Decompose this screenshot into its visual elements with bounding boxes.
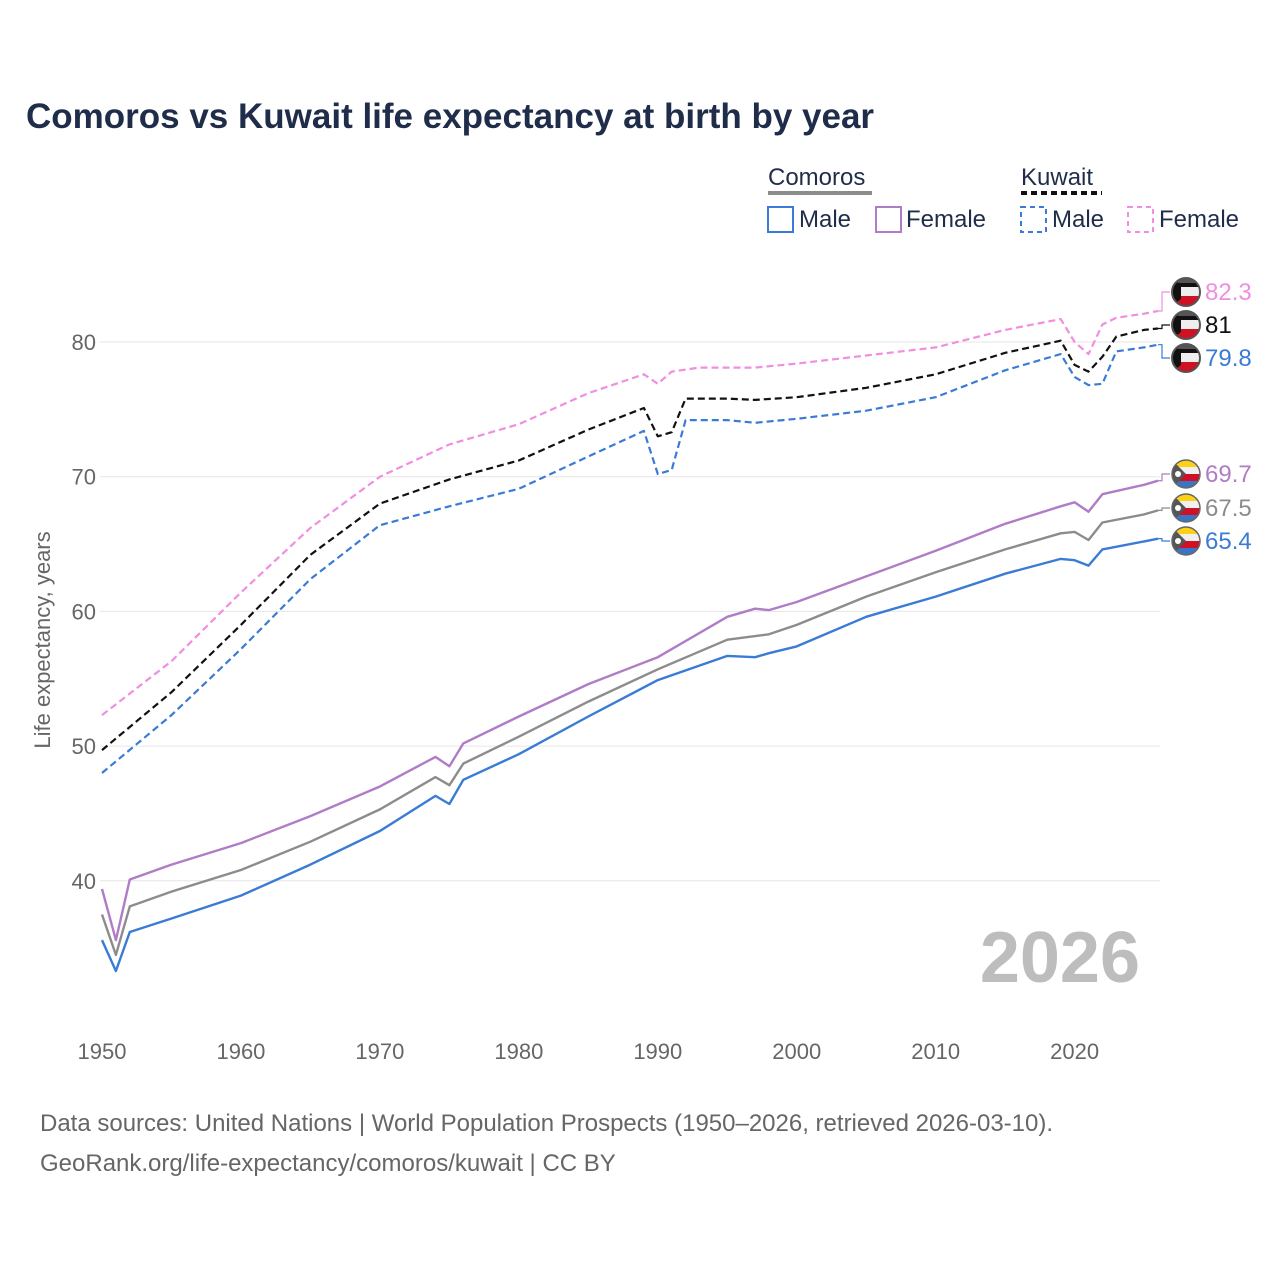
- y-tick-label: 80: [72, 330, 96, 355]
- legend-kuwait-female-label: Female: [1159, 206, 1239, 233]
- comoros-flag-icon: [1171, 526, 1201, 556]
- legend-comoros-female-label: Female: [906, 206, 986, 233]
- x-tick-label: 2000: [772, 1039, 821, 1064]
- x-tick-label: 1980: [494, 1039, 543, 1064]
- x-tick-label: 1950: [78, 1039, 127, 1064]
- legend-group-kuwait: Kuwait: [1021, 164, 1093, 191]
- end-label-kuwait-total: 81: [1205, 312, 1232, 339]
- series-line-kuwait-male: [101, 343, 1159, 774]
- connector-kuwait-total: [1158, 324, 1170, 330]
- legend: Comoros Male Female Kuwait Male Female: [767, 164, 1239, 233]
- y-tick-label: 70: [72, 465, 96, 490]
- series-lines: [100, 309, 1159, 973]
- kuwait-flag-icon: [1171, 310, 1201, 340]
- kuwait-flag-icon: [1171, 343, 1201, 373]
- connector-comoros-total: [1158, 507, 1170, 511]
- y-tick-label: 60: [72, 599, 96, 624]
- chart-title: Comoros vs Kuwait life expectancy at bir…: [26, 97, 874, 136]
- end-label-kuwait-female: 82.3: [1205, 279, 1252, 306]
- end-label-comoros-male: 65.4: [1205, 528, 1252, 555]
- x-tick-label: 1960: [216, 1039, 265, 1064]
- series-line-comoros-female: [100, 479, 1159, 942]
- x-axis-ticks: 1950 1960 1970 1980 1990 2000 2010 2020: [78, 1039, 1100, 1064]
- current-year-label: 2026: [980, 918, 1140, 998]
- connector-kuwait-female: [1158, 291, 1170, 312]
- series-line-kuwait-female: [101, 309, 1159, 716]
- comoros-flag-icon: [1171, 493, 1201, 523]
- y-axis-label: Life expectancy, years: [30, 531, 55, 748]
- legend-comoros-male-label: Male: [799, 206, 851, 233]
- source-line-1: Data sources: United Nations | World Pop…: [40, 1110, 1053, 1137]
- x-tick-label: 2020: [1050, 1039, 1099, 1064]
- y-tick-label: 50: [72, 734, 96, 759]
- legend-kuwait-male-label: Male: [1052, 206, 1104, 233]
- label-connectors: [1158, 291, 1170, 542]
- kuwait-flag-icon: [1171, 277, 1201, 307]
- series-line-comoros-total: [100, 509, 1159, 957]
- comoros-flag-icon: [1171, 459, 1201, 489]
- x-tick-label: 1990: [633, 1039, 682, 1064]
- grid-lines: [100, 341, 1160, 882]
- x-tick-label: 2010: [911, 1039, 960, 1064]
- y-axis-ticks: 40 50 60 70 80: [72, 330, 96, 894]
- legend-comoros-female-swatch: [875, 206, 902, 233]
- legend-comoros-male-swatch: [767, 206, 794, 233]
- series-line-kuwait-total: [101, 327, 1159, 751]
- connector-kuwait-male: [1158, 344, 1170, 359]
- end-label-comoros-female: 69.7: [1205, 461, 1252, 488]
- legend-group-comoros: Comoros: [768, 164, 865, 191]
- legend-kuwait-male-swatch: [1020, 206, 1047, 233]
- x-tick-label: 1970: [355, 1039, 404, 1064]
- end-label-kuwait-male: 79.8: [1205, 345, 1252, 372]
- series-line-comoros-male: [100, 537, 1159, 973]
- connector-comoros-female: [1158, 473, 1170, 482]
- connector-comoros-male: [1158, 538, 1170, 542]
- y-tick-label: 40: [72, 869, 96, 894]
- source-line-2: GeoRank.org/life-expectancy/comoros/kuwa…: [40, 1150, 616, 1177]
- legend-kuwait-female-swatch: [1127, 206, 1154, 233]
- end-label-comoros-total: 67.5: [1205, 495, 1252, 522]
